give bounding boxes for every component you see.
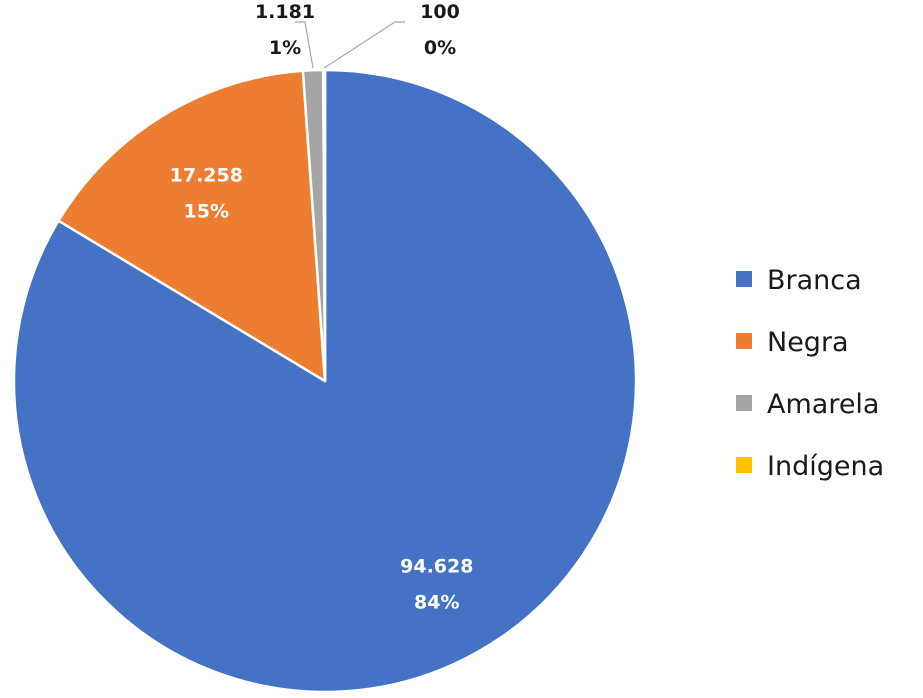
percent-label-indigena: 0% bbox=[424, 37, 456, 59]
value-label-negra: 17.258 bbox=[170, 165, 243, 187]
value-label-indigena: 100 bbox=[420, 1, 460, 23]
legend-label-negra: Negra bbox=[767, 327, 849, 358]
percent-label-negra: 15% bbox=[184, 201, 229, 223]
value-label-amarela: 1.181 bbox=[255, 1, 315, 23]
legend-swatch-negra bbox=[736, 333, 752, 349]
percent-label-branca: 84% bbox=[414, 592, 459, 614]
data-labels: 94.628 84% 17.258 15% 1.181 1% 100 0% bbox=[170, 1, 474, 614]
legend-label-indigena: Indígena bbox=[767, 451, 884, 482]
percent-label-amarela: 1% bbox=[269, 37, 301, 59]
leader-lines bbox=[295, 21, 405, 69]
pie-slice-indigena bbox=[322, 68, 327, 383]
legend-swatch-branca bbox=[736, 271, 752, 287]
leader-line-indigena bbox=[323, 21, 405, 69]
leader-line-amarela bbox=[295, 21, 314, 69]
legend-swatch-amarela bbox=[736, 395, 752, 411]
legend-label-branca: Branca bbox=[767, 265, 862, 296]
pie-slice-negra bbox=[57, 69, 327, 383]
legend: Branca Negra Amarela Indígena bbox=[736, 265, 884, 482]
legend-label-amarela: Amarela bbox=[767, 389, 879, 420]
pie-slices bbox=[12, 68, 638, 694]
value-label-branca: 94.628 bbox=[400, 556, 473, 578]
legend-swatch-indigena bbox=[736, 457, 752, 473]
